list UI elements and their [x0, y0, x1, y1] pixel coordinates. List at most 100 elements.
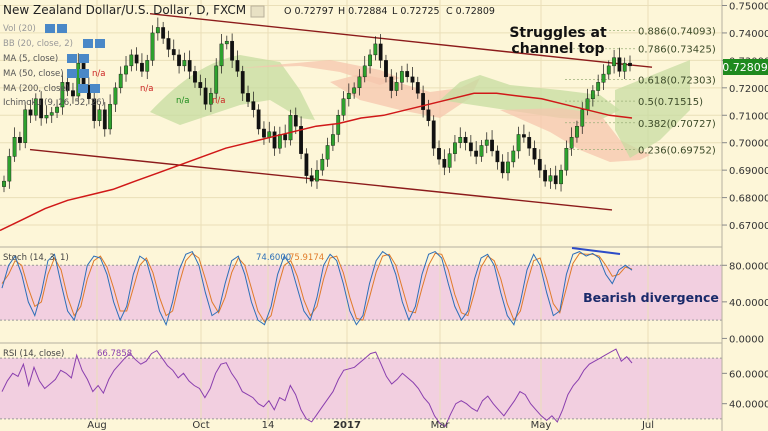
- price-tick-label: 0.72000: [729, 84, 768, 95]
- candle-body: [336, 115, 341, 135]
- stoch-d-path: [1, 252, 633, 323]
- legend-ichimoku-value: n/a: [212, 96, 225, 106]
- candle-body: [187, 60, 192, 72]
- candle-body: [495, 150, 500, 163]
- legend-ma5-eye-icon[interactable]: [79, 54, 89, 63]
- candle-body: [55, 106, 59, 113]
- candle-body: [431, 120, 436, 149]
- candle-body: [368, 54, 372, 67]
- price-tick-label: 0.75000: [729, 1, 768, 12]
- stoch-lines: [0, 250, 722, 327]
- candle-body: [256, 109, 261, 130]
- legend-vol-eye-icon[interactable]: [57, 24, 67, 33]
- candle-body: [23, 109, 28, 143]
- candle-body: [315, 169, 319, 182]
- candle-body: [235, 60, 240, 72]
- header-settings-icon[interactable]: [250, 5, 265, 18]
- chart-title: New Zealand Dollar/U.S. Dollar, D, FXCM: [3, 3, 246, 17]
- candle-body: [262, 128, 266, 138]
- cloud-green-1: [150, 55, 315, 125]
- price-tick-label: 0.71000: [729, 111, 768, 122]
- legend-bb-eye-icon[interactable]: [95, 39, 105, 48]
- candle-body: [511, 150, 516, 163]
- candle-body: [394, 82, 399, 91]
- candle-body: [559, 169, 563, 185]
- legend-ma200: MA (200, close): [3, 84, 69, 94]
- candle-body: [214, 65, 219, 94]
- stoch-label: Stoch (14, 3, 1): [3, 253, 69, 263]
- candle-body: [628, 62, 632, 67]
- candle-body: [28, 109, 33, 116]
- candle-body: [219, 43, 224, 67]
- candle-body: [468, 142, 473, 152]
- candle-body: [182, 60, 187, 67]
- candle-body: [553, 175, 558, 185]
- candle-body: [474, 150, 479, 157]
- x-tick-label: Aug: [87, 420, 107, 431]
- stoch-k-value: 74.6000: [256, 253, 291, 263]
- candle-body: [346, 93, 351, 100]
- candle-body: [49, 112, 54, 116]
- fib-level-label: 0.382(0.70727): [638, 119, 716, 130]
- candle-body: [240, 71, 245, 94]
- annotation-line1: Struggles at: [509, 25, 607, 41]
- candle-body: [18, 137, 22, 143]
- candle-body: [60, 82, 65, 108]
- rsi-value: 66.7858: [97, 349, 132, 359]
- rsi-tick-label: 60.0000: [729, 369, 768, 380]
- rsi-path: [1, 348, 633, 428]
- legend-vol: Vol (20): [3, 24, 36, 34]
- candle-body: [102, 109, 107, 130]
- last-price-box: [723, 59, 768, 75]
- fib-level-label: 0.786(0.73425): [638, 45, 716, 56]
- legend-ma200-eye-icon[interactable]: [90, 84, 100, 93]
- fibonacci-labels: 0.886(0.74093) 0.786(0.73425) 0.618(0.7230…: [638, 26, 716, 156]
- cloud-green-3: [615, 60, 690, 158]
- candle-body: [198, 82, 203, 89]
- legend-ma200-settings-icon[interactable]: [78, 84, 88, 93]
- legend-vol-settings-icon[interactable]: [45, 24, 55, 33]
- legend-bb-settings-icon[interactable]: [83, 39, 93, 48]
- candle-body: [410, 76, 415, 83]
- indicator-legend: Vol (20) BB (20, close, 2) MA (5, close)…: [3, 24, 225, 108]
- candle-body: [92, 98, 97, 121]
- ohlc-close: C 0.72809: [446, 6, 495, 17]
- candle-body: [516, 134, 521, 152]
- stoch-k-path: [1, 250, 633, 327]
- legend-ma50-settings-icon[interactable]: [67, 69, 77, 78]
- price-channel: [29, 13, 653, 211]
- legend-extra-value: n/a: [140, 84, 153, 94]
- candle-body: [108, 104, 112, 130]
- candle-body: [362, 65, 367, 78]
- candle-body: [352, 87, 357, 94]
- stoch-tick-label: 80.0000: [729, 261, 768, 272]
- cloud-red-1: [240, 60, 400, 85]
- candle-body: [140, 62, 144, 72]
- cloud-red-3: [500, 108, 650, 162]
- legend-ma5-settings-icon[interactable]: [67, 54, 77, 63]
- channel-upper-line: [149, 13, 653, 68]
- candle-body: [537, 158, 542, 171]
- candle-body: [251, 101, 256, 110]
- rsi-band: [0, 358, 722, 419]
- stoch-y-axis: 0.0000 40.0000 80.0000: [722, 261, 768, 345]
- x-tick-label: Jul: [641, 420, 654, 431]
- ohlc-open: O 0.72797: [284, 6, 334, 17]
- x-tick-label: 2017: [333, 420, 361, 431]
- fib-level-label: 0.5(0.71515): [638, 97, 703, 108]
- rsi-label: RSI (14, close): [3, 349, 64, 359]
- legend-ma50-value: n/a: [92, 69, 105, 79]
- x-tick-label: Oct: [192, 420, 209, 431]
- candle-body: [283, 134, 288, 141]
- price-tick-label: 0.67000: [729, 221, 768, 232]
- price-y-axis: 0.67000 0.68000 0.69000 0.70000 0.71000 0.720…: [722, 1, 768, 232]
- candle-body: [612, 57, 616, 67]
- legend-ma50-eye-icon[interactable]: [79, 69, 89, 78]
- rsi-y-axis: 40.0000 60.0000: [722, 369, 768, 411]
- candle-body: [331, 134, 335, 146]
- candle-body: [224, 40, 229, 45]
- candle-body: [585, 98, 590, 110]
- candle-body: [293, 115, 298, 127]
- candle-body: [113, 87, 118, 105]
